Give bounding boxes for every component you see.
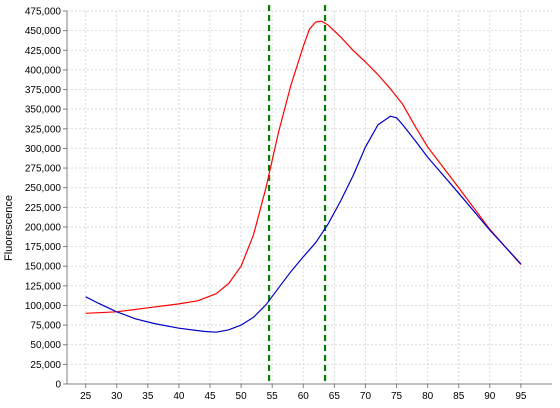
x-tick-label: 60: [298, 391, 310, 402]
y-tick-label: 0: [55, 380, 61, 391]
x-tick-label: 50: [236, 391, 248, 402]
series-line-1: [85, 20, 522, 314]
y-tick-label: 125,000: [25, 281, 62, 292]
y-axis-ticks: 0 25,000 50,000 75,000 100,000 125,000 150,000…: [25, 7, 67, 391]
y-tick-label: 50,000: [30, 340, 61, 351]
y-tick-label: 450,000: [25, 26, 62, 37]
y-tick-label: 150,000: [25, 262, 62, 273]
y-tick-label: 425,000: [25, 46, 62, 57]
y-tick-label: 475,000: [25, 7, 62, 18]
y-tick-label: 325,000: [25, 124, 62, 135]
vertical-markers: [267, 5, 327, 384]
x-tick-label: 95: [515, 391, 527, 402]
series-lines: [85, 20, 522, 333]
y-tick-label: 25,000: [30, 360, 61, 371]
x-tick-label: 35: [142, 391, 154, 402]
x-tick-label: 30: [111, 391, 123, 402]
y-tick-label: 175,000: [25, 242, 62, 253]
x-tick-label: 40: [173, 391, 185, 402]
y-tick-label: 375,000: [25, 85, 62, 96]
x-axis-ticks: 25 30 35 40 45 50 55 60 65 70 75 80 85 90 95: [80, 384, 527, 402]
y-tick-label: 300,000: [25, 144, 62, 155]
y-tick-label: 100,000: [25, 301, 62, 312]
x-tick-label: 45: [204, 391, 216, 402]
axes: [66, 11, 552, 385]
grid: [67, 10, 552, 385]
y-tick-label: 350,000: [25, 105, 62, 116]
y-tick-label: 225,000: [25, 203, 62, 214]
x-tick-label: 65: [329, 391, 341, 402]
y-tick-label: 75,000: [30, 321, 61, 332]
y-tick-label: 400,000: [25, 65, 62, 76]
x-tick-label: 80: [422, 391, 434, 402]
x-tick-label: 90: [484, 391, 496, 402]
y-tick-label: 200,000: [25, 222, 62, 233]
x-tick-label: 75: [391, 391, 403, 402]
y-tick-label: 275,000: [25, 164, 62, 175]
x-tick-label: 55: [267, 391, 279, 402]
series-line-2: [85, 115, 522, 333]
y-axis-label: Fluorescence: [3, 195, 15, 261]
x-tick-label: 70: [360, 391, 372, 402]
y-tick-label: 250,000: [25, 183, 62, 194]
x-tick-label: 25: [80, 391, 92, 402]
x-tick-label: 85: [453, 391, 465, 402]
